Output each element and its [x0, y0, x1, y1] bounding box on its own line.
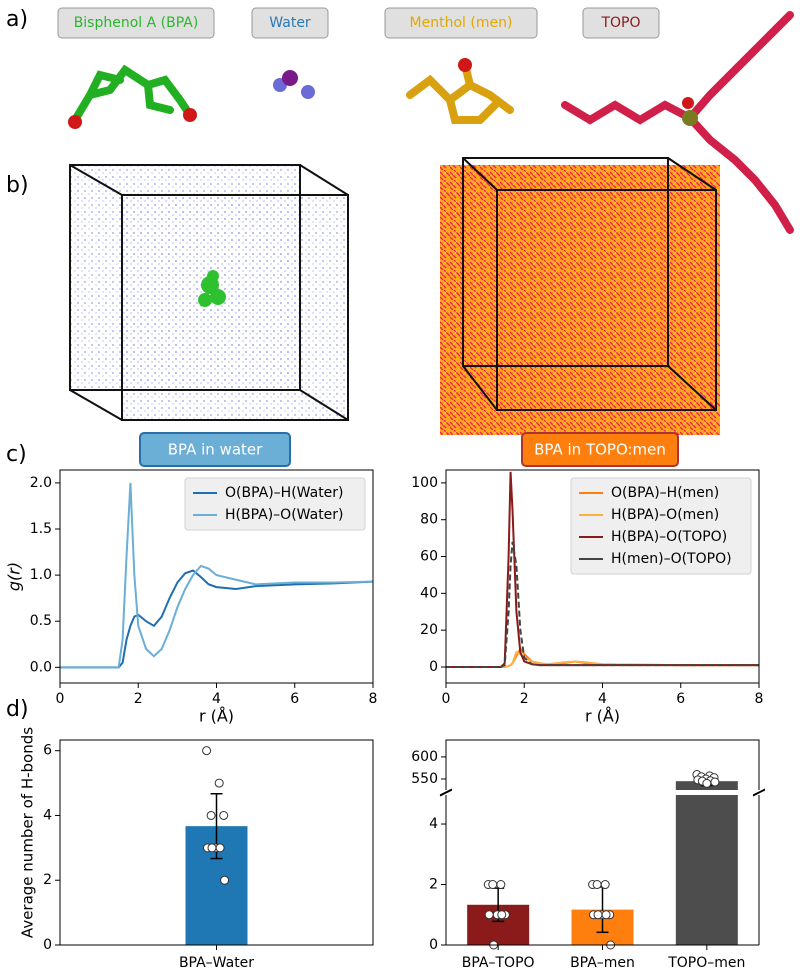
label-box [57, 7, 215, 39]
data-point [220, 875, 230, 885]
molecule-menthol [406, 58, 514, 124]
x-tick-label: BPA–men [570, 955, 635, 971]
label-box [384, 7, 538, 39]
data-point [593, 910, 603, 920]
y-tick-label: 0 [429, 937, 438, 953]
data-point [497, 910, 507, 920]
y-tick-label: 550 [411, 771, 438, 787]
x-tick-label: BPA–Water [179, 955, 254, 971]
x-axis-label: r (Å) [585, 707, 620, 726]
y-tick-label: 1.5 [30, 521, 52, 537]
data-point [592, 880, 602, 890]
y-tick-label: 4 [43, 807, 52, 823]
molecule-bpa [68, 64, 197, 129]
system-label: BPA in water [168, 441, 263, 459]
legend-label: O(BPA)–H(men) [611, 485, 719, 501]
x-tick-label: 8 [369, 691, 378, 707]
data-point [488, 880, 498, 890]
data-point [207, 843, 217, 853]
y-tick-label: 0.0 [30, 659, 52, 675]
sim-box-topo [440, 157, 720, 435]
y-tick-label: 20 [420, 622, 438, 638]
x-tick-label: 4 [598, 691, 607, 707]
panel-label: a) [6, 7, 28, 32]
panel-label: d) [6, 697, 29, 722]
molecule-label: TOPO [600, 15, 640, 31]
legend-label: H(men)–O(TOPO) [611, 551, 732, 567]
legend-box [570, 477, 752, 575]
bar-lower [675, 795, 738, 945]
legend-label: O(BPA)–H(Water) [225, 485, 344, 501]
y-axis-label: g(r) [5, 562, 24, 591]
x-axis-label: r (Å) [199, 707, 234, 726]
x-tick-label: 6 [676, 691, 685, 707]
label-box [582, 7, 660, 39]
y-tick-label: 60 [420, 549, 438, 565]
data-point [215, 843, 225, 853]
data-point [702, 778, 712, 788]
series-line [60, 569, 374, 669]
x-tick-label: 0 [56, 691, 65, 707]
x-tick-label: 2 [520, 691, 529, 707]
sim-box-water [69, 164, 349, 421]
data-point [601, 910, 611, 920]
data-point [484, 910, 494, 920]
y-tick-label: 6 [43, 743, 52, 759]
y-tick-label: 0 [43, 937, 52, 953]
molecule-label: Bisphenol A (BPA) [74, 15, 199, 31]
molecule-label: Water [269, 15, 311, 31]
x-tick-label: 0 [442, 691, 451, 707]
x-tick-label: 4 [212, 691, 221, 707]
system-box [521, 432, 679, 467]
y-tick-label: 40 [420, 585, 438, 601]
data-point [496, 880, 506, 890]
molecule-label: Menthol (men) [410, 15, 513, 31]
data-point [710, 777, 720, 787]
y-tick-label: 2 [43, 872, 52, 888]
x-tick-label: TOPO–men [667, 955, 745, 971]
axis-frame [445, 739, 760, 946]
y-tick-label: 1.0 [30, 567, 52, 583]
data-point [214, 778, 224, 788]
y-tick-label: 2.0 [30, 475, 52, 491]
y-axis-label: Average number of H-bonds [19, 727, 37, 938]
legend-box [184, 477, 366, 531]
plot-frame [59, 739, 374, 946]
x-tick-label: 2 [134, 691, 143, 707]
y-tick-label: 100 [411, 475, 438, 491]
x-tick-label: 6 [290, 691, 299, 707]
system-box [139, 432, 291, 467]
panel-label: b) [6, 173, 29, 198]
y-tick-label: 0 [429, 659, 438, 675]
data-point [600, 880, 610, 890]
plot-frame [59, 469, 374, 684]
data-point [202, 746, 212, 756]
system-label: BPA in TOPO:men [534, 441, 666, 459]
molecule-water [273, 70, 315, 99]
axis-break [752, 788, 766, 797]
y-tick-label: 80 [420, 512, 438, 528]
legend-label: H(BPA)–O(Water) [225, 507, 344, 523]
series-line [60, 482, 374, 669]
y-tick-label: 4 [429, 816, 438, 832]
y-tick-label: 600 [411, 749, 438, 765]
x-tick-label: BPA–TOPO [462, 955, 535, 971]
data-point [219, 810, 229, 820]
legend-label: H(BPA)–O(men) [611, 507, 719, 523]
y-tick-label: 2 [429, 877, 438, 893]
data-point [206, 810, 216, 820]
label-box [251, 7, 329, 39]
legend-label: H(BPA)–O(TOPO) [611, 529, 727, 545]
y-tick-label: 0.5 [30, 613, 52, 629]
plot-frame [445, 469, 760, 684]
series-line [446, 541, 759, 668]
x-tick-label: 8 [755, 691, 764, 707]
molecule-topo [561, 11, 794, 234]
axis-break [439, 788, 453, 797]
panel-label: c) [6, 442, 27, 467]
